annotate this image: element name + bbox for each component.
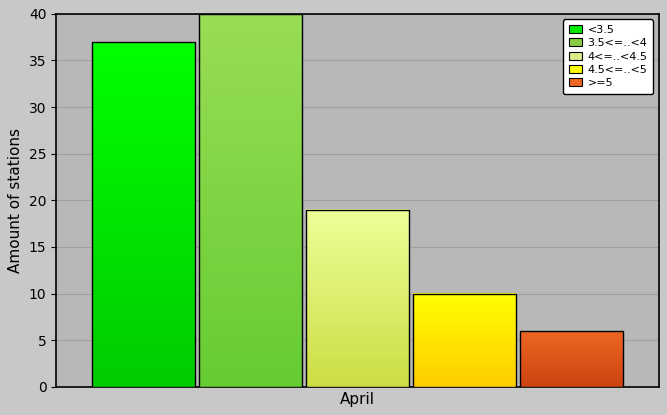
- Bar: [413, 293, 516, 387]
- Legend: <3.5, 3.5<=..<4, 4<=..<4.5, 4.5<=..<5, >=5: <3.5, 3.5<=..<4, 4<=..<4.5, 4.5<=..<5, >…: [563, 20, 653, 94]
- Bar: [92, 42, 195, 387]
- Bar: [520, 331, 622, 387]
- Bar: [306, 210, 409, 387]
- Bar: [199, 14, 301, 387]
- Y-axis label: Amount of stations: Amount of stations: [8, 128, 23, 273]
